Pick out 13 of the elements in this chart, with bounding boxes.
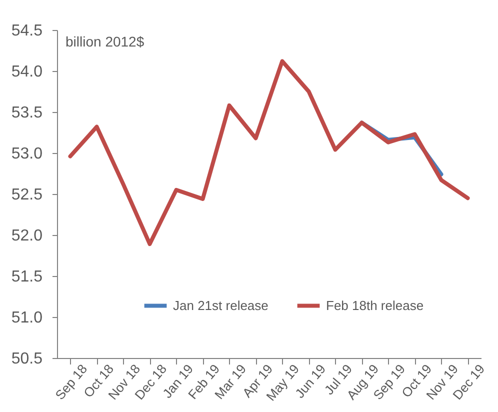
y-axis-title: billion 2012$ [66, 34, 144, 50]
y-tick-label: 52.5 [11, 186, 43, 204]
line-series [68, 59, 470, 246]
y-tick-label: 52.0 [11, 228, 43, 244]
y-tick-label: 54.0 [11, 64, 43, 80]
y-tick-label: 53.0 [11, 146, 43, 162]
legend-label: Jan 21st release [173, 298, 268, 313]
y-tick-label: 53.5 [11, 104, 43, 122]
legend-label: Feb 18th release [326, 298, 424, 313]
y-tick-label: 51.5 [11, 268, 43, 286]
y-tick-label: 51.0 [11, 310, 43, 326]
y-tick-label: 54.5 [11, 22, 43, 40]
y-tick-label: 50.5 [11, 350, 43, 368]
